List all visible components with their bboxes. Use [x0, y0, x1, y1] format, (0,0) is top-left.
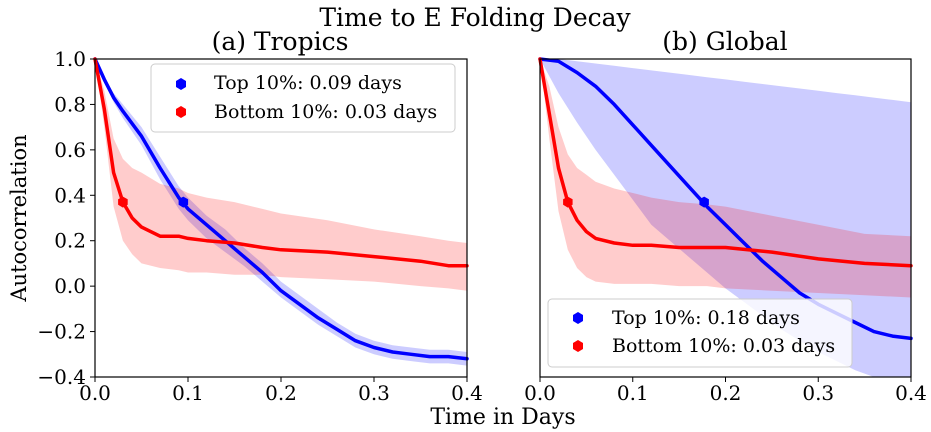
band-bottom — [95, 59, 467, 291]
x-tick-label: 0.1 — [617, 381, 649, 405]
series-lines — [93, 57, 469, 361]
legend-marker-top — [176, 78, 186, 90]
band-bottom — [540, 59, 911, 298]
x-tick-label: 0.3 — [802, 381, 834, 405]
band-top — [540, 59, 911, 377]
legend-label-top: Top 10%: 0.09 days — [214, 72, 402, 94]
y-tick-label: 1.0 — [54, 47, 86, 71]
confidence-bands — [540, 59, 911, 377]
x-tick-label: 0.4 — [895, 381, 927, 405]
legend: Top 10%: 0.18 days Bottom 10%: 0.03 days — [547, 298, 853, 368]
x-tick-label: 0.1 — [172, 381, 204, 405]
legend-label-top: Top 10%: 0.18 days — [612, 307, 800, 329]
x-tick-label: 0.4 — [451, 381, 483, 405]
y-tick-label: 0.6 — [54, 138, 86, 162]
y-tick-label: −0.4 — [37, 365, 86, 389]
axes: 0.0 0.1 0.2 0.3 0.4 — [524, 58, 927, 405]
efold-markers — [118, 196, 189, 208]
panel-title: (b) Global — [662, 27, 787, 56]
x-tick-label: 0.3 — [358, 381, 390, 405]
y-tick-label: 0.4 — [54, 183, 86, 207]
panel-global: (b) Global 0.0 0.1 0.2 0.3 0.4 Top 10%: 0.18… — [524, 27, 927, 405]
figure-ylabel: Autocorrelation — [7, 134, 31, 302]
efold-markers — [563, 196, 709, 208]
panel-title: (a) Tropics — [212, 27, 349, 56]
legend-label-bottom: Bottom 10%: 0.03 days — [612, 335, 835, 357]
legend-marker-top — [573, 312, 583, 324]
y-tick-label: 0.0 — [54, 274, 86, 298]
efold-marker-bottom — [563, 196, 573, 208]
x-tick-label: 0.2 — [710, 381, 742, 405]
confidence-bands — [95, 59, 467, 366]
y-tick-label: 0.8 — [54, 92, 86, 116]
efold-marker-top — [699, 196, 709, 208]
efold-marker-bottom — [118, 196, 128, 208]
panel-tropics: (a) Tropics 0.0 0.1 0.2 0.3 0.4−0.4−0.20.00.… — [37, 27, 482, 405]
figure-xlabel: Time in Days — [430, 405, 575, 430]
legend-marker-bottom — [573, 340, 583, 352]
axes: 0.0 0.1 0.2 0.3 0.4 −0.4 −0.2 0.0 0.2 0.4 0.6 0.8 1.… — [37, 47, 482, 405]
legend-label-bottom: Bottom 10%: 0.03 days — [214, 101, 437, 123]
efold-marker-top — [178, 196, 189, 208]
legend-frame — [547, 298, 853, 368]
line-top — [93, 57, 469, 361]
legend: Top 10%: 0.09 days Bottom 10%: 0.03 days — [150, 63, 456, 133]
line-bottom — [538, 57, 913, 268]
figure-suptitle: Time to E Folding Decay — [319, 3, 631, 32]
x-tick-label: 0.0 — [524, 381, 556, 405]
x-tick-label: 0.0 — [79, 381, 111, 405]
legend-frame — [150, 63, 456, 133]
y-tick-label: −0.2 — [37, 320, 86, 344]
x-tick-label: 0.2 — [265, 381, 297, 405]
legend-marker-bottom — [176, 106, 186, 118]
line-bottom — [93, 57, 469, 268]
y-tick-label: 0.2 — [54, 229, 86, 253]
